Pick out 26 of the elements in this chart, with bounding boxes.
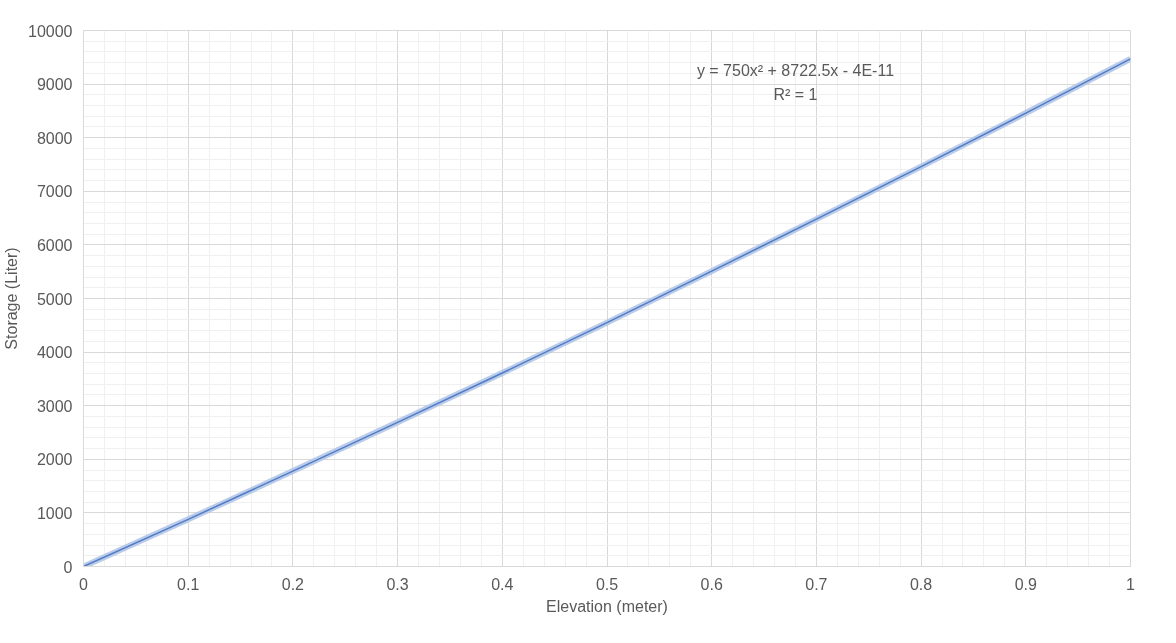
x-tick-label: 0.4 — [491, 575, 514, 593]
annotation: y = 750x² + 8722.5x - 4E-11 — [696, 61, 895, 79]
x-tick-label: 0 — [79, 575, 89, 593]
y-tick-label: 0 — [63, 558, 73, 576]
x-tick-label: 1 — [1126, 575, 1136, 593]
y-tick-label: 1000 — [36, 504, 73, 522]
y-tick-label: 7000 — [36, 183, 73, 201]
x-tick-label: 0.8 — [909, 575, 933, 593]
y-tick-label: 10000 — [28, 22, 73, 40]
y-tick-label: 2000 — [36, 451, 73, 469]
y-tick-label: 5000 — [36, 290, 73, 308]
x-tick-label: 0.6 — [700, 575, 723, 593]
x-tick-label: 0.1 — [177, 575, 200, 593]
x-tick-label: 0.3 — [386, 575, 409, 593]
x-axis-title: Elevation (meter) — [546, 597, 668, 615]
x-tick-label: 0.5 — [595, 575, 619, 593]
y-tick-label: 3000 — [36, 397, 73, 415]
y-tick-label: 8000 — [36, 129, 73, 147]
y-tick-label: 6000 — [36, 236, 73, 254]
x-tick-label: 0.2 — [281, 575, 305, 593]
y-tick-label: 4000 — [36, 344, 73, 362]
x-tick-label: 0.9 — [1014, 575, 1038, 593]
y-tick-label: 9000 — [36, 76, 73, 94]
x-tick-label: 0.7 — [805, 575, 828, 593]
annotation: R² = 1 — [773, 85, 818, 103]
y-axis-title: Storage (Liter) — [3, 247, 21, 350]
